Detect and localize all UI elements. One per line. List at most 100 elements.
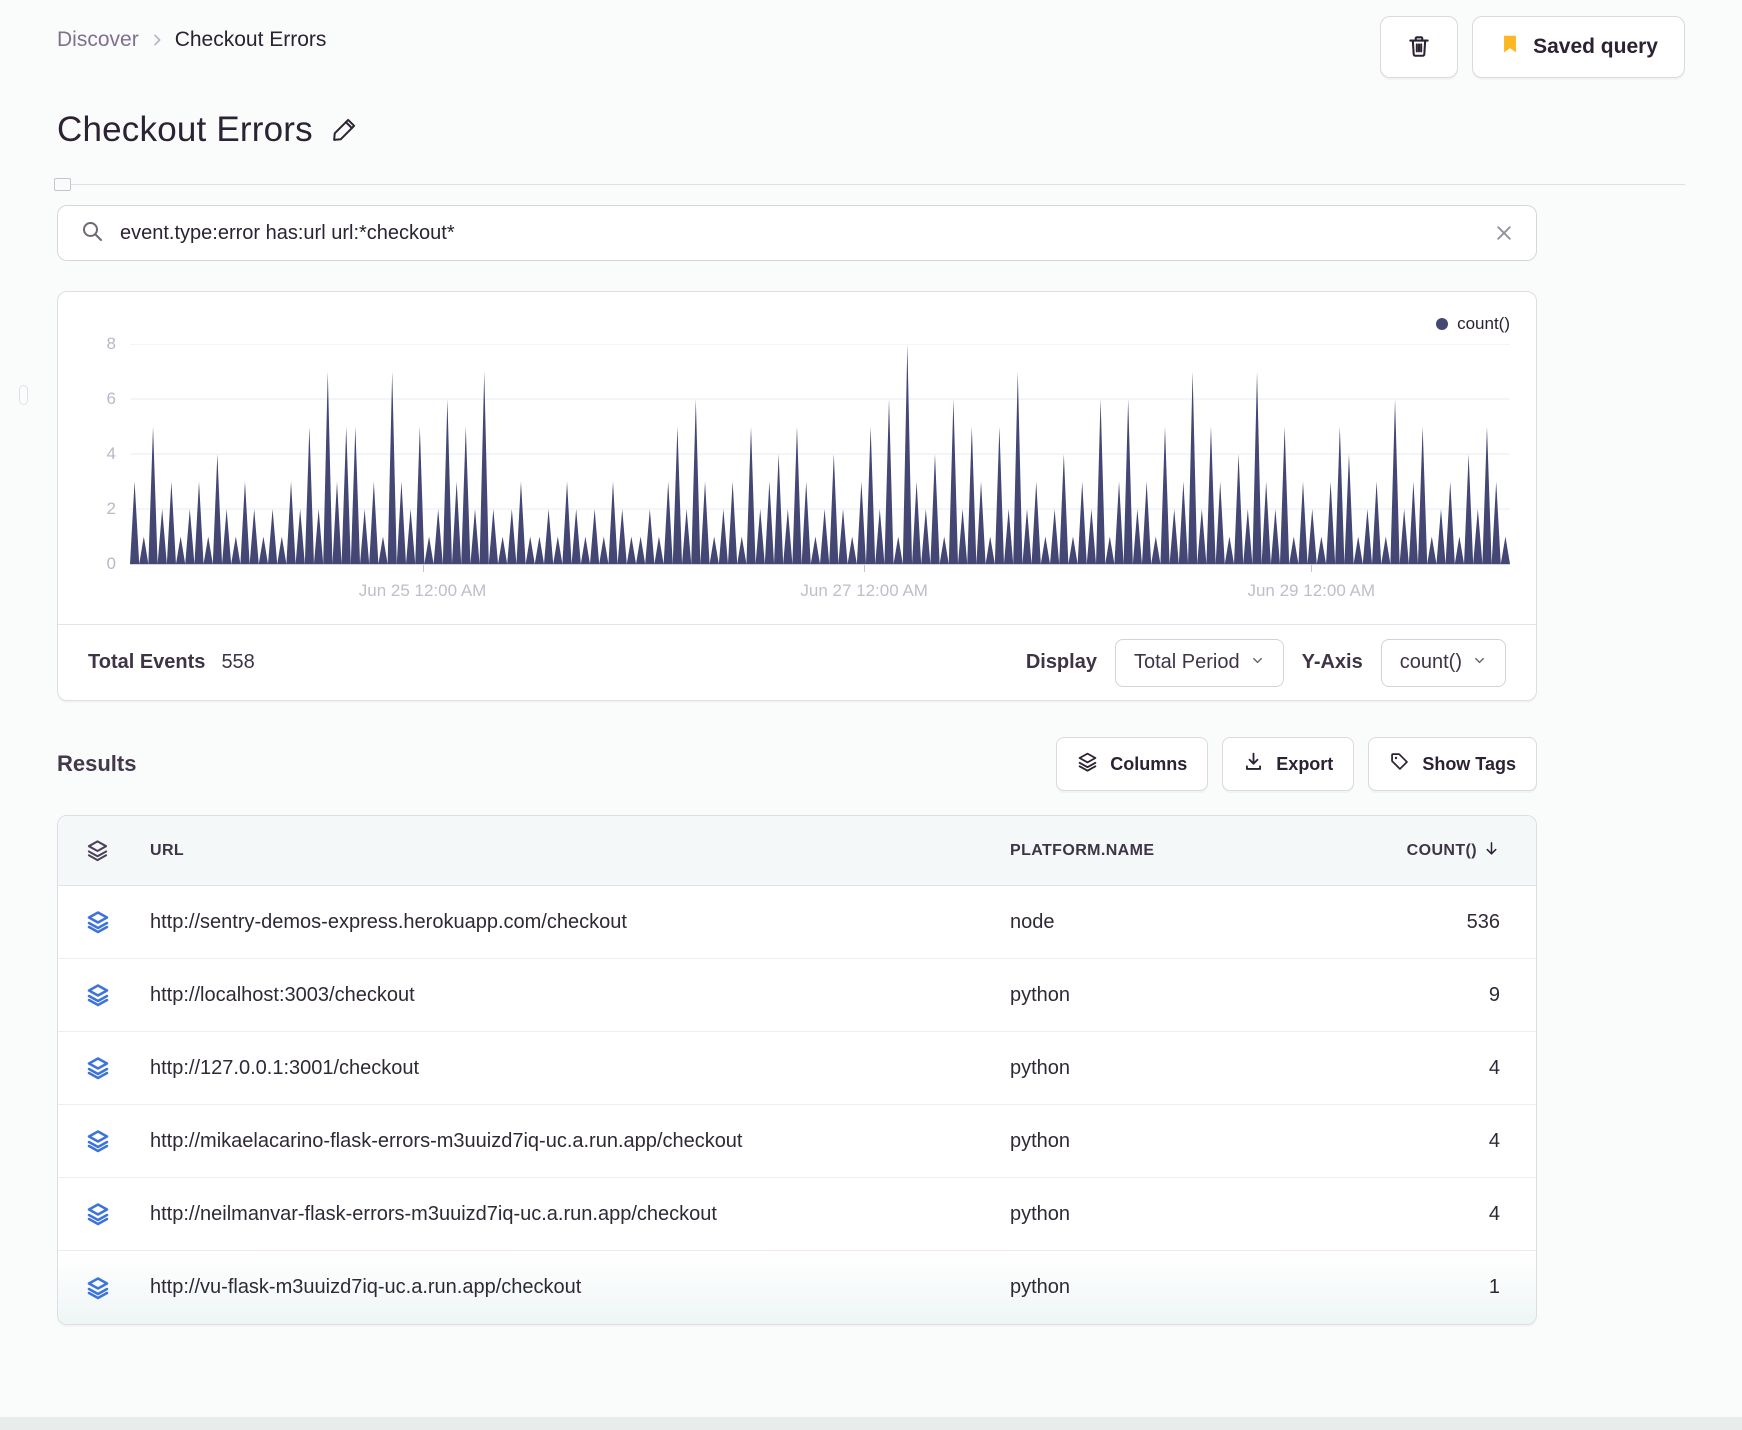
edit-title-button[interactable]	[329, 113, 361, 148]
x-axis: Jun 25 12:00 AM Jun 27 12:00 AM Jun 29 12:…	[130, 564, 1510, 616]
display-dropdown-value: Total Period	[1133, 651, 1240, 673]
url-cell: http://sentry-demos-express.herokuapp.co…	[150, 910, 627, 933]
x-tick-label: Jun 27 12:00 AM	[800, 581, 928, 600]
chart-footer: Total Events 558 Display Total Period Y-…	[58, 624, 1536, 700]
columns-button[interactable]: Columns	[1056, 737, 1209, 791]
breadcrumb-current: Checkout Errors	[174, 28, 327, 51]
platform-cell: python	[1010, 1276, 1071, 1298]
platform-cell: python	[1010, 1129, 1071, 1152]
breadcrumb-discover-link[interactable]: Discover	[57, 28, 139, 51]
total-events-value: 558	[221, 651, 255, 673]
y-tick-label: 4	[106, 444, 116, 463]
page-bottom-strip	[0, 1417, 1742, 1430]
saved-query-label: Saved query	[1533, 35, 1658, 58]
export-button-label: Export	[1276, 753, 1334, 774]
y-tick-label: 2	[106, 499, 116, 518]
bar-series	[130, 344, 1510, 564]
display-dropdown[interactable]: Total Period	[1114, 638, 1284, 687]
trash-icon	[1406, 33, 1432, 62]
count-cell: 9	[1488, 983, 1500, 1006]
platform-cell: python	[1010, 1202, 1071, 1225]
layers-icon	[1077, 751, 1098, 777]
table-row[interactable]: http://localhost:3003/checkout python 9	[58, 959, 1536, 1032]
yaxis-dropdown[interactable]: count()	[1380, 638, 1506, 687]
stack-icon[interactable]	[86, 1129, 150, 1153]
total-events-label: Total Events	[88, 651, 206, 673]
page-title: Checkout Errors	[57, 110, 313, 149]
results-table: URL PLATFORM.NAME COUNT() http://sentry-…	[57, 815, 1537, 1325]
y-tick-label: 0	[106, 554, 116, 573]
chart-legend[interactable]: count()	[84, 312, 1510, 336]
x-tick-mark	[864, 565, 866, 572]
tag-icon	[1389, 751, 1410, 777]
url-cell: http://localhost:3003/checkout	[150, 983, 415, 1006]
export-button[interactable]: Export	[1222, 737, 1355, 791]
count-cell: 4	[1488, 1129, 1500, 1152]
table-row[interactable]: http://sentry-demos-express.herokuapp.co…	[58, 886, 1536, 959]
search-bar	[57, 205, 1537, 261]
chart-plot[interactable]	[130, 344, 1510, 564]
table-row[interactable]: http://vu-flask-m3uuizd7iq-uc.a.run.app/…	[58, 1251, 1536, 1324]
yaxis-dropdown-value: count()	[1399, 651, 1462, 673]
stack-icon[interactable]	[86, 1202, 150, 1226]
table-body: http://sentry-demos-express.herokuapp.co…	[58, 886, 1536, 1324]
sidebar-collapse-handle[interactable]	[19, 385, 28, 405]
platform-cell: python	[1010, 983, 1071, 1006]
chevron-down-icon	[1250, 651, 1265, 674]
count-cell: 4	[1488, 1202, 1500, 1225]
download-icon	[1243, 751, 1264, 777]
table-header-row: URL PLATFORM.NAME COUNT()	[58, 816, 1536, 886]
x-tick-label: Jun 25 12:00 AM	[358, 581, 487, 600]
url-cell: http://vu-flask-m3uuizd7iq-uc.a.run.app/…	[150, 1276, 582, 1298]
y-tick-label: 8	[106, 334, 116, 353]
count-header-label: COUNT()	[1406, 841, 1477, 859]
breadcrumb: Discover Checkout Errors	[57, 16, 326, 52]
show-tags-button-label: Show Tags	[1422, 753, 1516, 774]
url-cell: http://127.0.0.1:3001/checkout	[150, 1056, 420, 1079]
x-tick-mark	[1311, 565, 1313, 572]
column-header-count[interactable]: COUNT()	[1340, 840, 1500, 862]
chevron-right-icon	[149, 32, 165, 48]
x-tick-label: Jun 29 12:00 AM	[1247, 581, 1376, 600]
count-cell: 4	[1488, 1056, 1500, 1079]
stack-icon[interactable]	[86, 910, 150, 934]
count-cell: 536	[1466, 910, 1500, 933]
column-header-platform[interactable]: PLATFORM.NAME	[1010, 841, 1155, 859]
show-tags-button[interactable]: Show Tags	[1368, 737, 1537, 791]
delete-query-button[interactable]	[1380, 16, 1459, 78]
columns-button-label: Columns	[1110, 753, 1188, 774]
chart-panel: count() 0 2 4 6 8 Jun 25 12:00 AM Jun 27 12:0…	[57, 291, 1537, 701]
display-label: Display	[1025, 651, 1097, 673]
results-heading: Results	[57, 751, 137, 776]
pencil-icon	[331, 115, 359, 146]
page-header: Discover Checkout Errors	[0, 0, 1742, 191]
url-cell: http://neilmanvar-flask-errors-m3uuizd7i…	[150, 1202, 717, 1225]
legend-dot	[1436, 318, 1449, 330]
header-divider	[54, 178, 1685, 191]
count-cell: 1	[1488, 1276, 1500, 1298]
search-icon	[80, 219, 104, 248]
bookmark-icon	[1499, 32, 1521, 62]
table-row[interactable]: http://mikaelacarino-flask-errors-m3uuiz…	[58, 1105, 1536, 1178]
platform-cell: node	[1010, 910, 1055, 933]
stack-icon[interactable]	[86, 1276, 150, 1300]
legend-label: count()	[1457, 314, 1510, 333]
table-row[interactable]: http://127.0.0.1:3001/checkout python 4	[58, 1032, 1536, 1105]
saved-query-button[interactable]: Saved query	[1472, 16, 1685, 78]
search-input[interactable]	[120, 221, 1478, 245]
stack-icon[interactable]	[86, 1056, 150, 1080]
x-tick-mark	[422, 565, 424, 572]
panel-resize-handle[interactable]	[54, 178, 71, 191]
column-header-url[interactable]: URL	[150, 841, 185, 859]
y-tick-label: 6	[106, 389, 116, 408]
url-cell: http://mikaelacarino-flask-errors-m3uuiz…	[150, 1129, 743, 1152]
chevron-down-icon	[1472, 651, 1487, 674]
y-axis-labels: 0 2 4 6 8	[84, 334, 130, 573]
table-row[interactable]: http://neilmanvar-flask-errors-m3uuizd7i…	[58, 1178, 1536, 1251]
sort-desc-arrow-icon	[1483, 840, 1500, 862]
clear-search-icon[interactable]	[1494, 223, 1514, 243]
stack-icon	[86, 839, 150, 862]
yaxis-label: Y-Axis	[1301, 651, 1363, 673]
platform-cell: python	[1010, 1056, 1071, 1079]
stack-icon[interactable]	[86, 983, 150, 1007]
